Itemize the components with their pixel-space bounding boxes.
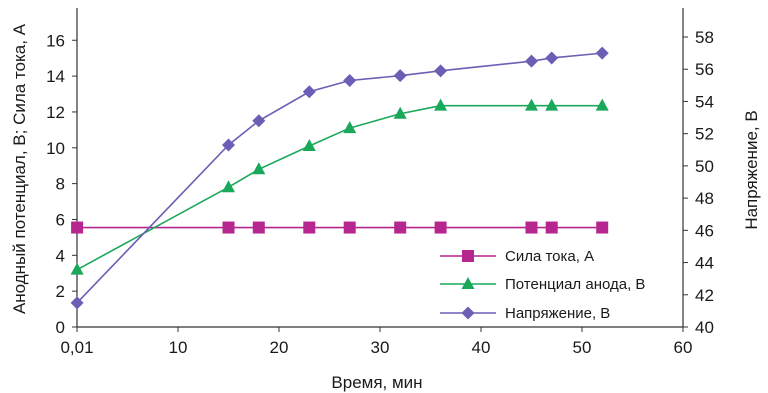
left-tick-label: 0 bbox=[56, 318, 65, 337]
data-point bbox=[222, 138, 235, 152]
series-0 bbox=[71, 221, 609, 234]
right-tick-label: 52 bbox=[695, 125, 714, 144]
data-point bbox=[545, 98, 559, 111]
right-axis-title: Напряжение, В bbox=[742, 110, 761, 229]
legend-label: Потенциал анода, В bbox=[505, 276, 645, 293]
right-tick-label: 42 bbox=[695, 286, 714, 305]
series-line bbox=[76, 104, 603, 271]
x-tick-label: 10 bbox=[169, 338, 188, 357]
legend-label: Напряжение, В bbox=[505, 305, 610, 322]
left-tick-label: 14 bbox=[46, 67, 65, 86]
right-tick-label: 56 bbox=[695, 60, 714, 79]
ticks: 0,01 10 20 30 40 50 60024681012141640424446485… bbox=[46, 28, 714, 357]
data-point bbox=[222, 180, 235, 193]
x-tick-label: 20 bbox=[270, 338, 289, 357]
data-point bbox=[434, 98, 448, 111]
left-tick-label: 12 bbox=[46, 103, 65, 122]
data-point bbox=[393, 69, 407, 83]
left-tick-label: 4 bbox=[56, 246, 65, 265]
data-point bbox=[252, 162, 266, 175]
legend-marker bbox=[461, 306, 475, 320]
right-tick-label: 48 bbox=[695, 189, 714, 208]
data-point bbox=[525, 54, 538, 68]
data-point bbox=[303, 221, 316, 234]
data-point bbox=[302, 85, 316, 99]
data-point bbox=[343, 74, 357, 87]
data-point bbox=[434, 64, 448, 78]
left-tick-label: 16 bbox=[46, 31, 65, 50]
data-point bbox=[71, 221, 84, 234]
data-point bbox=[252, 114, 266, 128]
data-point bbox=[394, 221, 407, 234]
left-tick-label: 2 bbox=[56, 282, 65, 301]
x-tick-label: 30 bbox=[371, 338, 390, 357]
plot-area bbox=[70, 46, 609, 310]
data-point bbox=[70, 296, 84, 310]
data-point bbox=[595, 98, 609, 111]
data-point bbox=[393, 106, 407, 119]
right-tick-label: 40 bbox=[695, 318, 714, 337]
legend-item: Сила тока, А bbox=[440, 248, 594, 265]
data-point bbox=[545, 51, 559, 65]
legend-marker bbox=[462, 250, 474, 262]
right-tick-label: 50 bbox=[695, 157, 714, 176]
x-tick-label: 40 bbox=[472, 338, 491, 357]
series-line bbox=[76, 52, 603, 304]
x-tick-label: 0,01 bbox=[60, 338, 93, 357]
right-tick-label: 44 bbox=[695, 254, 714, 273]
data-point bbox=[343, 221, 356, 234]
data-point bbox=[525, 221, 538, 234]
legend-marker bbox=[461, 277, 475, 289]
legend-item: Напряжение, В bbox=[440, 305, 610, 322]
left-tick-label: 8 bbox=[56, 175, 65, 194]
left-tick-label: 6 bbox=[56, 210, 65, 229]
data-point bbox=[252, 221, 265, 234]
data-point bbox=[545, 221, 558, 234]
data-point bbox=[343, 121, 357, 134]
data-point bbox=[434, 221, 447, 234]
x-tick-label: 50 bbox=[573, 338, 592, 357]
series-1 bbox=[70, 98, 609, 275]
data-point bbox=[70, 262, 84, 275]
x-tick-label: 60 bbox=[674, 338, 693, 357]
left-axis-title: Анодный потенциал, В; Сила тока, А bbox=[10, 23, 29, 314]
legend-label: Сила тока, А bbox=[505, 248, 594, 265]
data-point bbox=[525, 98, 538, 111]
x-axis-title: Время, мин bbox=[331, 373, 422, 392]
legend: Сила тока, А Потенциал анода, В Напряжение… bbox=[440, 248, 645, 322]
series-2 bbox=[70, 46, 609, 310]
data-point bbox=[302, 138, 316, 151]
legend-item: Потенциал анода, В bbox=[440, 276, 645, 293]
left-tick-label: 10 bbox=[46, 139, 65, 158]
right-tick-label: 54 bbox=[695, 92, 714, 111]
data-point bbox=[222, 221, 235, 234]
data-point bbox=[595, 46, 609, 60]
data-point bbox=[596, 221, 609, 234]
right-tick-label: 58 bbox=[695, 28, 714, 47]
right-tick-label: 46 bbox=[695, 221, 714, 240]
